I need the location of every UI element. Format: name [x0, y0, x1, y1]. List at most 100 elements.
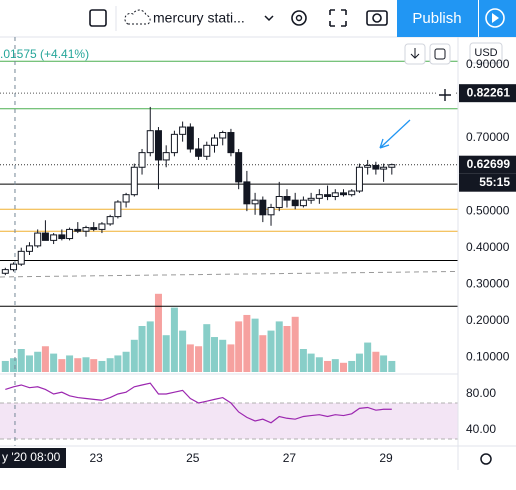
volume-bar	[1, 360, 9, 372]
volume-bar	[10, 358, 18, 372]
candle-body	[251, 199, 259, 205]
volume-bar	[283, 326, 291, 372]
fullscreen-icon[interactable]	[329, 9, 347, 27]
settings-icon[interactable]	[291, 10, 307, 26]
volume-bar	[25, 355, 33, 372]
arrow-icon	[410, 48, 420, 59]
publish-button[interactable]	[397, 0, 478, 37]
crosshair-label: y '20 08:00	[2, 450, 61, 464]
volume-bar	[331, 359, 339, 372]
snapshot-icon[interactable]	[366, 10, 388, 26]
currency-label: USD	[474, 47, 497, 59]
candle-body	[388, 164, 396, 168]
candle-body	[283, 196, 291, 201]
layout-name[interactable]: mercury stati...	[153, 10, 245, 26]
candle-body	[10, 263, 18, 271]
candle-body	[66, 228, 74, 240]
candle-body	[170, 133, 178, 154]
rsi-tick-label: 40.00	[466, 422, 496, 436]
play-circle	[485, 8, 505, 28]
volume-bar	[299, 349, 307, 372]
volume-bar	[307, 353, 315, 372]
countdown-tag: 55:15	[479, 175, 510, 189]
maximize-button[interactable]	[429, 43, 451, 65]
candle-body	[162, 152, 170, 161]
volume-bar	[203, 324, 211, 372]
volume-bar	[90, 359, 98, 372]
alert-price-tag: 0.82261	[467, 85, 511, 99]
volume-bar	[364, 342, 372, 372]
candle-body	[50, 234, 58, 241]
candle-body	[106, 216, 114, 225]
candle-body	[90, 227, 98, 230]
candle-body	[380, 166, 388, 170]
volume-bar	[211, 337, 219, 372]
publish-label: Publish	[412, 10, 461, 27]
volume-bar	[186, 344, 194, 372]
candle-body	[130, 166, 138, 196]
candle-body	[195, 148, 203, 157]
currency-box[interactable]	[469, 42, 503, 64]
cloud-icon[interactable]	[124, 9, 151, 25]
volume-bar	[259, 335, 267, 372]
candle-body	[372, 164, 380, 170]
candle-body	[275, 196, 283, 208]
candle-body	[315, 194, 323, 199]
rsi-line	[5, 382, 392, 424]
last-price-tag-bg	[459, 155, 516, 174]
candle-body	[34, 232, 42, 247]
volume-bar	[348, 360, 356, 372]
candle-body	[41, 232, 49, 241]
candle-body	[74, 228, 82, 232]
candle-body	[267, 206, 275, 216]
volume-bar	[34, 351, 42, 372]
volume-bar	[340, 362, 347, 372]
time-settings-icon[interactable]	[480, 453, 492, 465]
volume-bar	[66, 355, 74, 372]
candle-body	[25, 245, 33, 252]
rsi-tick-label: 80.00	[466, 386, 496, 400]
volume-bar	[195, 346, 203, 372]
candle-body	[211, 137, 219, 146]
annotation-arrow	[379, 119, 411, 149]
candle-body	[227, 132, 235, 154]
candle-body	[235, 152, 243, 183]
volume-bar	[267, 330, 275, 372]
volume-bar	[324, 360, 332, 372]
price-tick-label: 0.50000	[466, 203, 510, 217]
candle-body	[340, 192, 347, 196]
volume-bar	[227, 344, 235, 372]
candle-body	[299, 199, 307, 207]
candle-body	[82, 227, 90, 232]
volume-bar	[291, 316, 299, 372]
price-tick-label: 0.40000	[466, 240, 510, 254]
volume-bar	[50, 353, 58, 372]
settings-icon-core	[295, 14, 303, 22]
trend-line	[0, 270, 459, 278]
candle-body	[307, 197, 315, 201]
price-tick-label: 0.20000	[466, 313, 510, 327]
price-tick-label: 0.70000	[466, 130, 510, 144]
candle-body	[291, 199, 299, 207]
time-tick-label: 25	[186, 451, 200, 465]
volume-bar	[106, 358, 114, 372]
dropdown-chevron[interactable]	[264, 15, 274, 22]
candle-body	[154, 130, 162, 161]
volume-bar	[235, 321, 243, 372]
volume-bar	[41, 346, 49, 372]
last-price-tag: 0.62699	[467, 157, 511, 171]
crosshair-label-bg	[0, 448, 66, 468]
candle-body	[364, 164, 372, 168]
volume-bar	[17, 349, 25, 372]
candle-body	[98, 223, 106, 230]
volume-bar	[219, 339, 227, 372]
candle-body	[179, 126, 187, 135]
price-tick-label: 0.10000	[466, 350, 510, 364]
candle-body	[114, 201, 122, 218]
select-icon[interactable]	[89, 9, 107, 27]
candle-body	[122, 194, 130, 203]
candle-body	[259, 199, 267, 216]
candle-body	[138, 152, 146, 168]
volume-bar	[251, 318, 259, 372]
rsi-band	[0, 402, 458, 439]
